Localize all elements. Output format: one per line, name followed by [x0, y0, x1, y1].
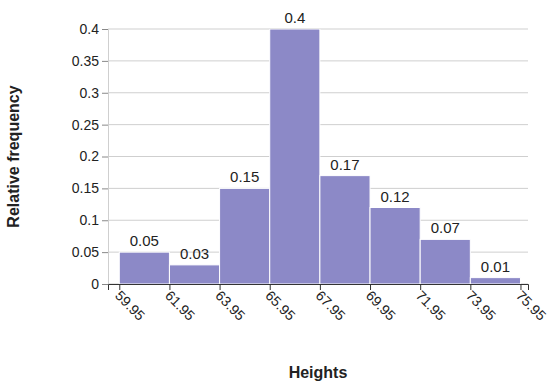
- chart: 0.050.030.150.40.170.120.070.0100.050.10…: [0, 0, 555, 389]
- x-tick-mark: [119, 284, 120, 290]
- y-tick-label: 0.1: [80, 212, 100, 228]
- y-tick-mark: [102, 93, 108, 94]
- x-tick: 75.95: [513, 284, 549, 324]
- y-tick-label: 0.3: [80, 85, 100, 101]
- y-tick-label: 0.2: [80, 148, 100, 164]
- bar: [119, 252, 169, 284]
- grid: [108, 29, 528, 284]
- y-tick: 0.2: [80, 148, 108, 164]
- bar: [270, 29, 320, 284]
- data-label: 0.03: [180, 245, 209, 262]
- y-tick: 0.3: [80, 85, 108, 101]
- x-tick: 63.95: [212, 284, 248, 324]
- y-axis-line: [102, 30, 109, 285]
- data-labels: 0.05 0.03 0.15 0.4 0.17 0.12 0.07 0.01: [130, 9, 510, 275]
- x-tick-mark: [370, 284, 371, 290]
- x-tick-label: 65.95: [262, 287, 298, 323]
- x-tick-mark: [520, 284, 521, 290]
- x-axis: 59.95 61.95 63.95 65.95 67.95 69.95 71.95 73.95…: [109, 284, 550, 324]
- x-tick: 69.95: [363, 284, 399, 324]
- data-label: 0.12: [381, 188, 410, 205]
- y-tick-mark: [102, 61, 108, 62]
- y-axis-title: Relative frequency: [5, 85, 22, 227]
- x-axis-title: Heights: [289, 364, 348, 381]
- x-tick: 73.95: [463, 284, 499, 324]
- bar: [169, 265, 219, 284]
- x-tick: 71.95: [413, 284, 449, 324]
- y-tick-label: 0.15: [72, 180, 99, 196]
- bar: [220, 188, 270, 284]
- x-tick: 65.95: [262, 284, 298, 324]
- bar: [370, 208, 420, 285]
- y-axis: 0 0.05 0.1 0.15 0.2 0.25 0.3 0.35 0.4: [72, 21, 109, 292]
- x-tick: 67.95: [313, 284, 349, 324]
- x-tick-mark: [470, 284, 471, 290]
- x-tick-mark: [220, 284, 221, 290]
- y-tick-label: 0.05: [72, 244, 99, 260]
- bar: [470, 278, 520, 284]
- y-tick: 0: [91, 276, 108, 292]
- y-tick-mark: [102, 29, 108, 30]
- x-tick-label: 63.95: [212, 287, 248, 323]
- data-label: 0.05: [130, 232, 159, 249]
- y-tick: 0.4: [80, 21, 108, 37]
- y-tick: 0.05: [72, 244, 108, 260]
- y-tick-label: 0.4: [80, 21, 100, 37]
- data-label: 0.17: [330, 156, 359, 173]
- data-label: 0.07: [431, 219, 460, 236]
- x-tick-mark: [420, 284, 421, 290]
- y-tick: 0.15: [72, 180, 108, 196]
- x-tick-label: 61.95: [162, 287, 198, 323]
- y-tick: 0.1: [80, 212, 108, 228]
- x-tick-label: 71.95: [413, 287, 449, 323]
- y-tick-mark: [102, 125, 108, 126]
- y-tick-mark: [102, 188, 108, 189]
- y-tick-mark: [102, 220, 108, 221]
- bar: [320, 176, 370, 284]
- y-tick-mark: [102, 252, 108, 253]
- x-tick-label: 67.95: [313, 287, 349, 323]
- x-tick-mark: [320, 284, 321, 290]
- y-tick-label: 0: [91, 276, 99, 292]
- x-tick: 59.95: [112, 284, 148, 324]
- data-label: 0.4: [284, 9, 305, 26]
- y-tick: 0.35: [72, 53, 108, 69]
- x-tick-label: 75.95: [513, 287, 549, 323]
- x-tick-label: 69.95: [363, 287, 399, 323]
- data-label: 0.15: [230, 168, 259, 185]
- y-tick-label: 0.25: [72, 117, 99, 133]
- x-tick-label: 73.95: [463, 287, 499, 323]
- y-tick-label: 0.35: [72, 53, 99, 69]
- data-label: 0.01: [481, 258, 510, 275]
- plot: 0.050.030.150.40.170.120.070.0100.050.10…: [72, 9, 550, 324]
- x-tick: 61.95: [162, 284, 198, 324]
- bar: [420, 239, 470, 284]
- x-tick-mark: [169, 284, 170, 290]
- y-tick: 0.25: [72, 117, 108, 133]
- y-tick-mark: [102, 157, 108, 158]
- y-tick-mark: [102, 284, 108, 285]
- bars: [119, 29, 520, 284]
- x-tick-label: 59.95: [112, 287, 148, 323]
- x-tick-mark: [270, 284, 271, 290]
